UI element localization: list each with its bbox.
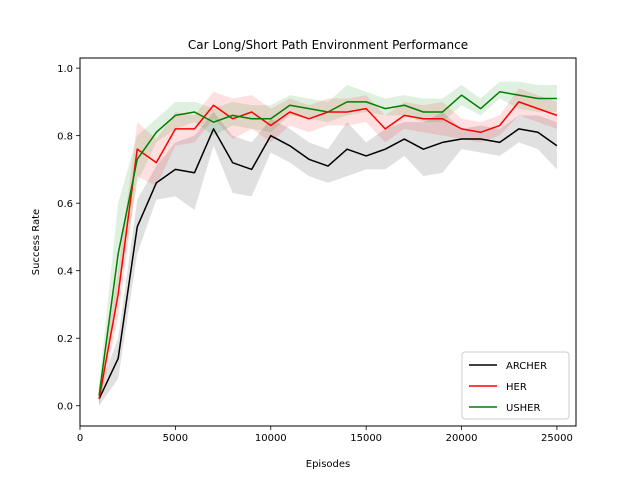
legend-label-archer: ARCHER — [506, 361, 547, 372]
series-lines — [98, 91, 558, 400]
y-tick-label: 0.8 — [57, 132, 73, 143]
x-axis-label: Episodes — [306, 459, 350, 470]
x-tick-label: 5000 — [163, 433, 188, 444]
x-tick-label: 15000 — [350, 433, 382, 444]
y-axis-label: Success Rate — [31, 209, 42, 275]
band-archer — [99, 112, 557, 406]
series-line-archer — [98, 128, 558, 400]
x-tick-label: 20000 — [446, 433, 478, 444]
legend-box — [461, 351, 570, 420]
confidence-bands — [99, 81, 557, 406]
y-axis: 0.0 0.2 0.4 0.6 0.8 1.0 — [57, 64, 80, 413]
x-tick-label: 10000 — [255, 433, 287, 444]
legend: ARCHER HER USHER — [461, 351, 570, 420]
series-line-usher — [98, 91, 557, 396]
x-tick-label: 0 — [77, 433, 83, 444]
y-tick-label: 0.0 — [57, 402, 73, 413]
legend-label-usher: USHER — [506, 403, 541, 414]
y-tick-label: 1.0 — [57, 64, 73, 75]
chart-title: Car Long/Short Path Environment Performa… — [188, 38, 468, 52]
y-tick-label: 0.2 — [57, 334, 73, 345]
legend-label-her: HER — [506, 382, 527, 393]
x-axis: 0 5000 10000 15000 20000 25000 — [77, 426, 573, 444]
band-her — [99, 88, 557, 406]
y-tick-label: 0.6 — [57, 199, 73, 210]
x-tick-label: 25000 — [541, 433, 573, 444]
y-tick-label: 0.4 — [57, 267, 73, 278]
plot-frame — [79, 57, 577, 427]
